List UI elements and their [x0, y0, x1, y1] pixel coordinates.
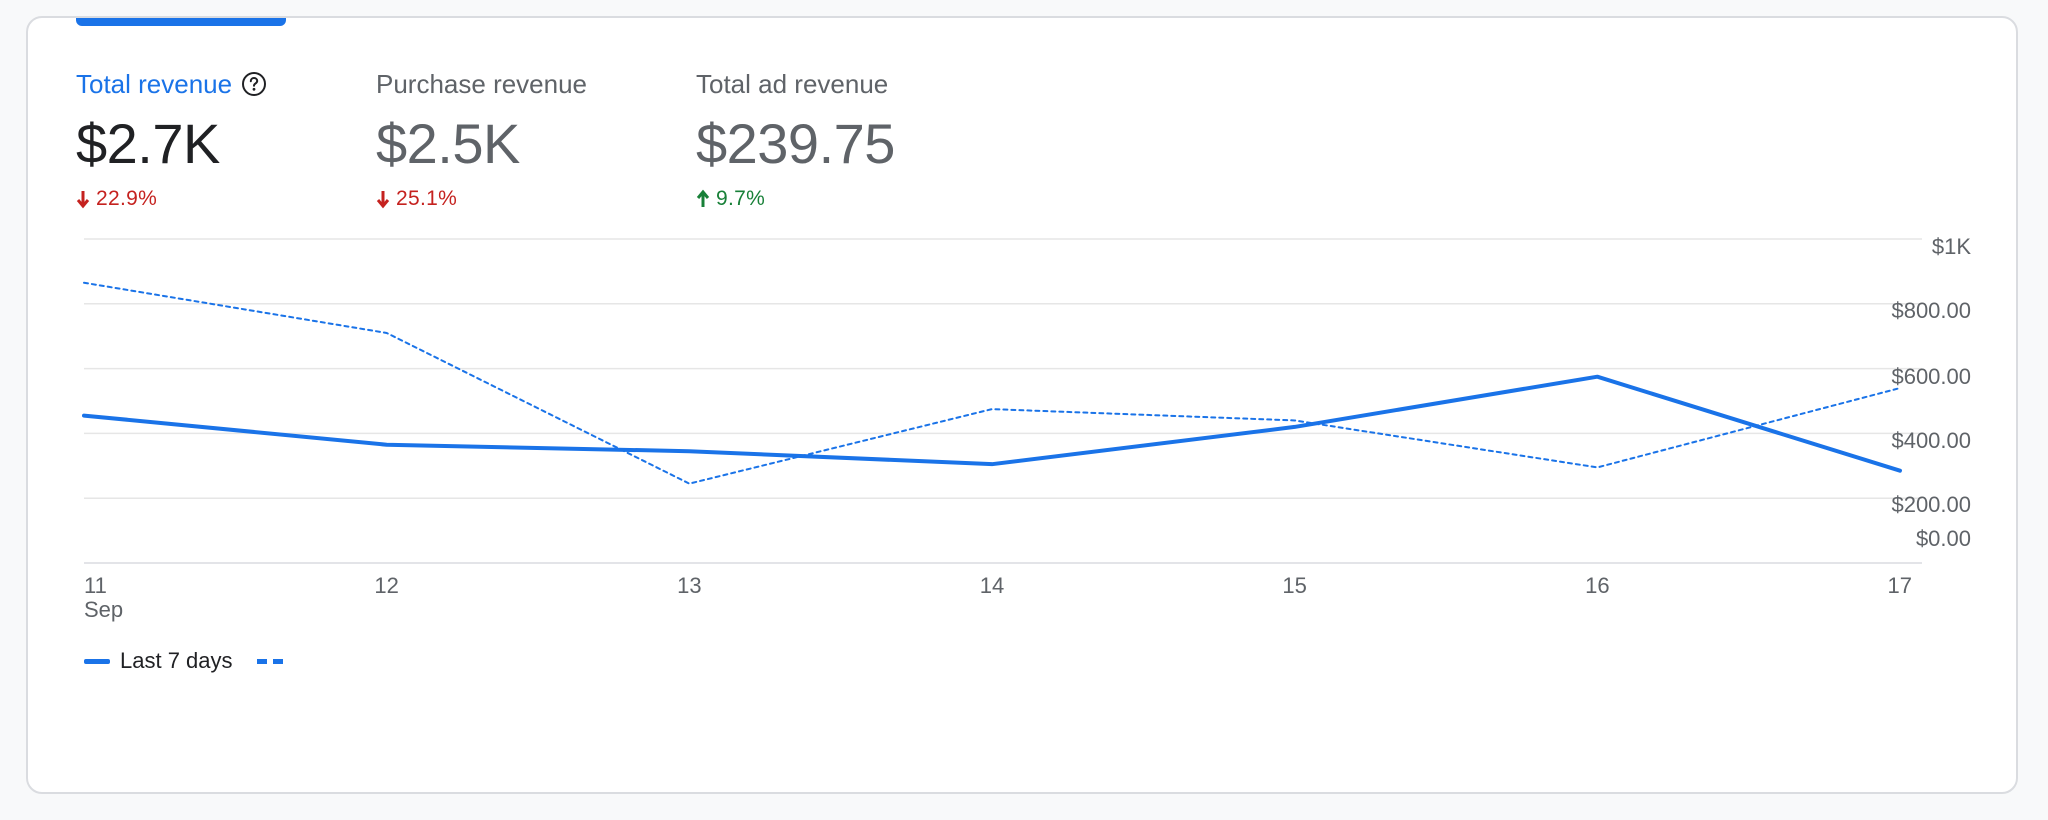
revenue-card: Total revenue $2.7K 22.9% Purchase reven…	[26, 16, 2018, 794]
legend-solid-swatch	[84, 658, 110, 664]
y-tick-label: $0.00	[1916, 526, 1971, 551]
selected-tab-indicator	[76, 18, 286, 26]
metric-purchase-revenue[interactable]: Purchase revenue $2.5K 25.1%	[376, 68, 587, 212]
metric-label-text: Total ad revenue	[696, 69, 889, 99]
metric-change: 25.1%	[376, 186, 587, 212]
legend-dashed-swatch	[256, 658, 283, 664]
y-tick-label: $200.00	[1891, 492, 1971, 517]
metric-value: $2.7K	[76, 112, 220, 175]
series-line-current	[82, 374, 1902, 473]
x-tick-label: 11	[84, 573, 107, 598]
x-tick-sublabel: Sep	[84, 597, 123, 622]
metric-total-revenue[interactable]: Total revenue $2.7K 22.9%	[76, 68, 268, 212]
metric-total-ad-revenue[interactable]: Total ad revenue $239.75 9.7%	[696, 68, 895, 212]
x-tick-label: 15	[1282, 573, 1306, 598]
metric-change-value: 25.1%	[396, 187, 458, 210]
y-tick-label: $400.00	[1891, 428, 1971, 453]
arrow-down-icon	[76, 189, 90, 209]
metric-label-text: Purchase revenue	[376, 69, 588, 99]
revenue-line-chart[interactable]: $1K $800.00 $600.00 $400.00 $200.00 $0.00 11 12…	[28, 18, 2018, 638]
metric-label: Total revenue	[76, 68, 268, 100]
arrow-down-icon	[376, 189, 390, 209]
x-tick-label: 16	[1585, 573, 1609, 598]
chart-legend: Last 7 days	[84, 648, 283, 674]
metric-change: 9.7%	[696, 186, 895, 212]
help-icon[interactable]	[240, 70, 268, 98]
y-tick-label: $1K	[1932, 234, 1971, 259]
metric-value: $2.5K	[376, 112, 520, 175]
x-tick-label: 13	[677, 573, 701, 598]
x-tick-label: 12	[374, 573, 398, 598]
x-tick-label: 14	[980, 573, 1004, 598]
metric-label: Purchase revenue	[376, 68, 587, 100]
legend-current-label: Last 7 days	[120, 648, 233, 673]
y-tick-label: $800.00	[1891, 298, 1971, 323]
metric-value: $239.75	[696, 112, 895, 175]
x-tick-label: 17	[1888, 573, 1912, 598]
arrow-up-icon	[696, 189, 710, 209]
metric-change-value: 9.7%	[716, 187, 766, 210]
metric-label: Total ad revenue	[696, 68, 895, 100]
metric-change-value: 22.9%	[96, 187, 158, 210]
metric-change: 22.9%	[76, 186, 268, 212]
y-tick-label: $600.00	[1891, 364, 1971, 389]
metric-label-text: Total revenue	[76, 69, 233, 99]
series-line-previous	[83, 281, 1901, 485]
